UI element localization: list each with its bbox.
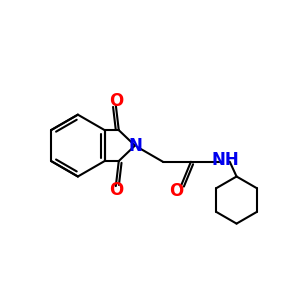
Text: N: N: [128, 136, 142, 154]
Text: O: O: [109, 182, 123, 200]
Text: O: O: [109, 92, 123, 110]
Text: NH: NH: [212, 151, 239, 169]
Text: O: O: [169, 182, 183, 200]
